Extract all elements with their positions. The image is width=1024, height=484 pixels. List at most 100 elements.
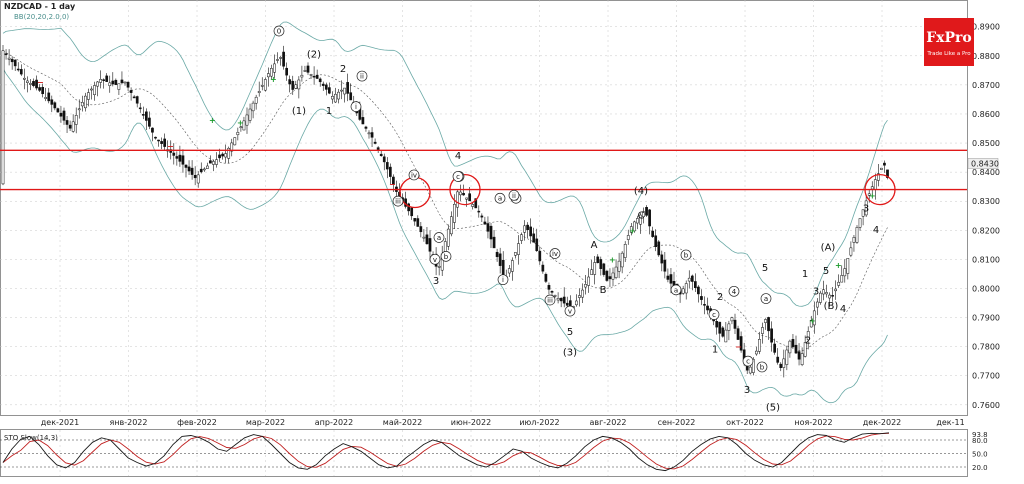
candle-body	[511, 260, 514, 272]
candle-body	[90, 88, 93, 91]
candle-body	[886, 169, 889, 178]
candle-body	[791, 339, 795, 348]
candle-body	[794, 344, 798, 354]
candle-body	[407, 203, 410, 212]
candle-body	[19, 69, 23, 75]
candle-body	[53, 102, 57, 109]
bollinger-bands	[2, 21, 888, 404]
candle-body	[550, 291, 554, 293]
wave-label: C	[638, 211, 645, 222]
candle-body	[584, 284, 587, 288]
price-tick-label: 0.8700	[972, 81, 1000, 90]
candle-body	[163, 138, 167, 147]
candle-body	[514, 252, 517, 256]
candle-body	[279, 57, 282, 59]
candle-body	[190, 167, 194, 175]
candle-body	[10, 58, 14, 63]
candle-body	[77, 108, 81, 111]
wave-label-circle	[680, 249, 692, 261]
sell-marker: −	[37, 78, 44, 87]
wave-label: A	[591, 240, 598, 251]
candle-body	[102, 79, 106, 81]
candle-body	[233, 137, 237, 146]
stoch-tick-label: 80.0	[972, 437, 988, 445]
candle-body	[617, 260, 621, 272]
candle-body	[806, 331, 810, 340]
candle-body	[315, 74, 319, 79]
wave-label: (B)	[824, 301, 839, 312]
candle-body	[230, 142, 234, 152]
time-tick-label: авг-2022	[589, 418, 626, 427]
candle-body	[160, 141, 163, 144]
candle-body	[47, 92, 51, 102]
candle-body	[864, 200, 868, 216]
wave-label: (5)	[766, 403, 780, 414]
candle-body	[254, 96, 258, 104]
candle-body	[242, 120, 246, 131]
time-tick-label: дек-11	[936, 418, 964, 427]
candle-body	[379, 153, 383, 157]
bollinger-middle	[2, 50, 888, 351]
candle-body	[120, 79, 124, 84]
candles: +++−−−−++−+++	[1, 45, 889, 378]
candle-body	[782, 358, 786, 368]
candle-body	[135, 96, 139, 104]
candle-body	[450, 216, 453, 235]
candle-body	[257, 91, 261, 93]
wave-label: c	[712, 311, 716, 319]
candle-body	[562, 296, 566, 304]
wave-label: iii	[395, 198, 401, 206]
price-tick-label: 0.8800	[972, 52, 1000, 61]
candle-body	[178, 154, 182, 162]
time-tick-label: янв-2022	[109, 418, 147, 427]
time-tick-label: окт-2022	[726, 418, 764, 427]
candle-body	[694, 281, 697, 288]
candle-body	[44, 97, 48, 99]
candle-body	[300, 74, 304, 78]
candle-body	[38, 87, 41, 91]
candle-body	[803, 342, 807, 357]
candle-body	[84, 95, 87, 109]
candle-body	[642, 211, 645, 217]
candle-body	[212, 161, 215, 165]
wave-label: 4	[840, 304, 846, 315]
candle-body	[626, 235, 630, 240]
indicator-label: BB(20,20,2.0,0)	[14, 13, 69, 21]
bollinger-lower	[2, 68, 888, 404]
price-tick-label: 0.7800	[972, 343, 1000, 352]
candle-body	[825, 292, 828, 295]
candle-body	[224, 153, 228, 158]
candle-body	[105, 75, 109, 82]
candle-body	[639, 214, 642, 225]
candle-body	[761, 327, 764, 334]
candle-body	[294, 84, 298, 89]
candle-body	[755, 350, 758, 355]
candle-body	[736, 328, 740, 340]
candle-body	[456, 191, 459, 208]
wave-label: v	[568, 308, 572, 316]
wave-label: i	[502, 276, 504, 284]
buy-marker: +	[629, 226, 636, 235]
candle-body	[187, 166, 191, 172]
wave-label: i	[355, 103, 357, 111]
candle-body	[474, 198, 478, 209]
wave-label: (1)	[292, 106, 306, 117]
wave-label: b	[760, 363, 765, 371]
candle-body	[169, 149, 173, 153]
wave-label: B	[600, 285, 607, 296]
candle-body	[361, 117, 365, 125]
candle-body	[501, 259, 505, 275]
wave-label: (4)	[634, 186, 648, 197]
wave-label: 3	[744, 385, 750, 396]
candle-body	[855, 227, 859, 243]
candle-body	[285, 67, 288, 76]
candle-body	[773, 343, 776, 353]
candle-body	[29, 83, 32, 85]
candle-body	[797, 351, 801, 360]
candle-body	[526, 224, 529, 231]
wave-label-circle	[508, 189, 520, 201]
wave-label-circle	[452, 171, 464, 182]
wave-label: 1	[326, 106, 332, 117]
wave-label: (2)	[307, 49, 321, 60]
